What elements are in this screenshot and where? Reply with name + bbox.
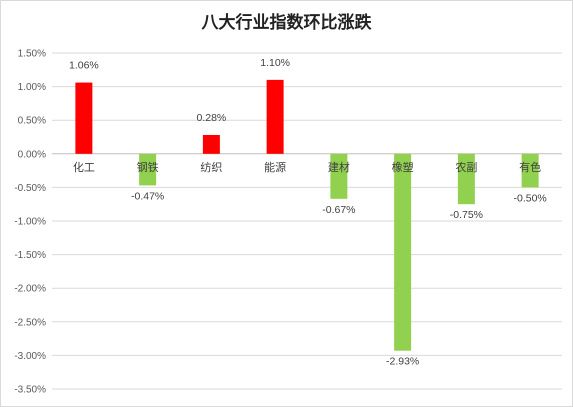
y-tick-label: 0.00% <box>18 149 46 160</box>
category-label: 纺织 <box>200 160 222 174</box>
y-tick-label: -3.50% <box>14 385 46 396</box>
y-tick-label: -2.50% <box>14 317 46 328</box>
category-label: 有色 <box>519 160 541 174</box>
data-label: 1.06% <box>69 60 99 72</box>
category-label: 钢铁 <box>137 161 159 174</box>
category-label: 建材 <box>328 160 350 174</box>
bar <box>266 79 284 154</box>
category-label: 能源 <box>264 160 286 174</box>
data-label: -0.50% <box>513 192 546 204</box>
data-label: 1.10% <box>260 57 290 69</box>
data-label: -0.47% <box>131 190 164 202</box>
category-label: 化工 <box>73 160 95 174</box>
y-tick-label: -2.00% <box>14 284 46 295</box>
category-label: 农副 <box>455 160 477 174</box>
y-tick-label: -1.00% <box>14 217 46 228</box>
data-label: -2.93% <box>386 356 419 368</box>
bar <box>394 153 412 351</box>
bar <box>202 134 220 154</box>
bar <box>139 153 157 186</box>
category-label: 橡塑 <box>392 160 414 174</box>
bar <box>521 153 539 188</box>
y-tick-label: 1.00% <box>18 82 46 93</box>
bar <box>75 82 93 154</box>
y-tick-label: -1.50% <box>14 250 46 261</box>
bar <box>330 153 348 199</box>
data-label: -0.67% <box>322 204 355 216</box>
data-label: -0.75% <box>450 209 483 221</box>
data-label: 0.28% <box>196 112 226 124</box>
chart-title: 八大行业指数环比涨跌 <box>201 13 372 33</box>
y-tick-label: 0.50% <box>18 116 46 127</box>
y-tick-label: 1.50% <box>18 49 46 60</box>
y-tick-label: -3.00% <box>14 351 46 362</box>
y-tick-label: -0.50% <box>14 183 46 194</box>
bar <box>457 153 475 205</box>
